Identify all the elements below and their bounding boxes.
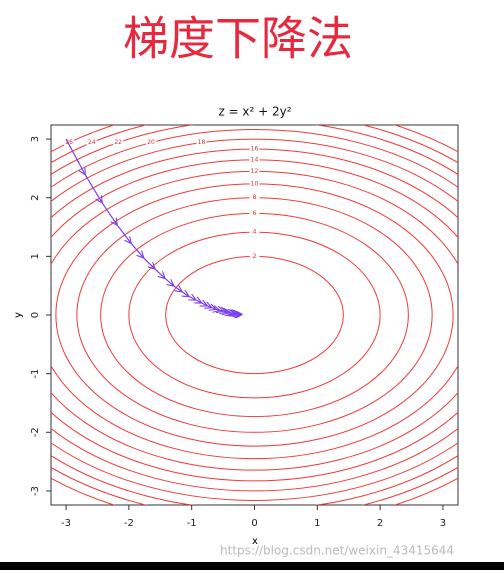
contour-label-bg [249,146,260,153]
y-tick-label: -1 [30,369,41,379]
contour-label-bg [146,139,157,146]
x-tick-label: 1 [314,518,320,529]
bottom-bar [0,562,504,570]
header: 梯度下降法 [123,12,353,66]
contour-label: 18 [198,139,206,146]
contour-label-bg [249,229,260,236]
contour-label: 12 [251,168,259,175]
x-tick-label: -2 [124,518,134,529]
contour-line [165,255,344,375]
x-tick-label: -3 [61,518,71,529]
x-tick-label: 3 [440,518,446,529]
contour-label-bg [196,139,207,146]
contour-line [51,129,458,501]
y-tick-label: 3 [30,136,41,142]
y-tick-label: -3 [30,486,41,496]
contour-label-bg [249,194,260,201]
x-axis-label: x [252,536,258,547]
contour-label: 26 [65,139,73,146]
watermark: https://blog.csdn.net/weixin_43415644 [220,544,454,558]
contour-label-bg [64,139,75,146]
contour-label-bg [249,180,260,187]
contour-label-bg [86,139,97,146]
y-tick-label: -2 [30,427,41,437]
contour-label-bg [249,210,260,217]
contour-label-bg [249,168,260,175]
contour-label: 10 [251,180,259,187]
chart-title: z = x² + 2y² [218,105,291,119]
contour-label: 24 [88,139,96,146]
contour-label-bg [249,253,260,260]
contour-line [51,125,458,505]
x-tick-label: 0 [251,518,257,529]
contour-label: 16 [251,146,259,153]
y-tick-label: 1 [30,253,41,259]
contour-label: 20 [147,139,155,146]
contour-line [100,212,409,418]
contour-label: 4 [253,229,257,236]
x-tick-label: 2 [377,518,383,529]
contour-line [51,138,458,492]
y-axis-label: y [13,312,24,318]
contour-label: 8 [253,194,257,201]
contour-label: 6 [253,210,257,217]
contour-label: 2 [253,253,257,260]
x-tick-label: -1 [187,518,197,529]
contour-label-bg [249,156,260,163]
contour-line [51,159,458,471]
contour-label-bg [113,139,124,146]
contour-label: 14 [251,156,259,163]
descent-path [65,138,242,314]
contour-label: 22 [114,139,122,146]
y-tick-label: 2 [30,195,41,201]
y-tick-label: 0 [30,312,41,318]
